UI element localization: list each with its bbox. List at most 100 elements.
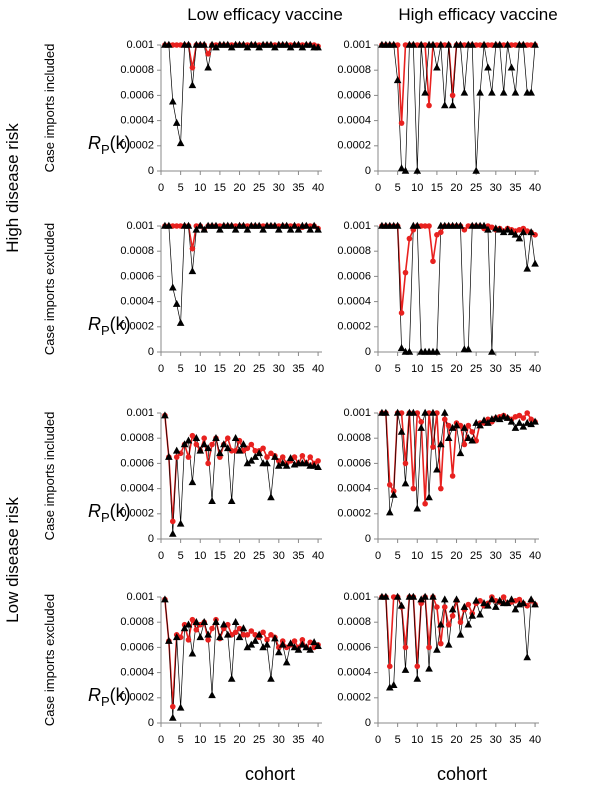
- triangle-marker: [200, 618, 208, 625]
- triangle-marker: [294, 225, 303, 233]
- triangle-marker: [294, 40, 303, 48]
- triangle-marker: [389, 681, 398, 688]
- triangle-marker: [200, 40, 208, 48]
- triangle-marker: [456, 449, 465, 457]
- triangle-marker: [235, 446, 244, 454]
- triangle-marker: [255, 221, 263, 229]
- triangle-marker: [511, 423, 520, 431]
- x-tick-label: 40: [312, 363, 324, 375]
- y-tick-label: 0.0006: [120, 270, 154, 282]
- triangle-marker: [239, 624, 248, 632]
- x-tick-label: 40: [529, 550, 541, 562]
- x-tick-label: 30: [273, 182, 285, 194]
- x-tick-label: 35: [509, 182, 521, 194]
- triangle-marker: [231, 225, 240, 233]
- triangle-marker: [180, 624, 189, 632]
- x-tick-label: 0: [375, 363, 381, 375]
- x-tick-label: 35: [292, 182, 304, 194]
- circle-marker: [449, 473, 456, 479]
- circle-marker: [260, 445, 266, 452]
- triangle-marker: [200, 225, 208, 233]
- triangle-marker: [444, 640, 453, 648]
- circle-marker: [189, 616, 196, 623]
- y-tick-label: 0.001: [343, 591, 371, 603]
- triangle-marker: [480, 40, 488, 48]
- x-tick-label: 20: [233, 182, 245, 194]
- y-tick-label: 0.0002: [337, 321, 371, 333]
- triangle-marker: [267, 674, 275, 682]
- circle-marker: [279, 454, 286, 460]
- x-tick-label: 25: [253, 550, 265, 562]
- x-tick-label: 5: [395, 550, 401, 562]
- triangle-marker: [223, 630, 232, 638]
- triangle-marker: [519, 599, 528, 607]
- triangle-marker: [235, 633, 244, 641]
- y-tick-label: 0.0006: [337, 270, 371, 282]
- row-title: High disease risk: [3, 123, 22, 253]
- triangle-marker: [401, 166, 410, 174]
- triangle-marker: [243, 225, 252, 233]
- circle-marker: [240, 632, 247, 638]
- triangle-marker: [184, 620, 193, 628]
- triangle-marker: [172, 299, 181, 307]
- triangle-marker: [425, 493, 433, 501]
- triangle-marker: [405, 347, 414, 355]
- panel-label: Case imports excluded: [42, 223, 57, 355]
- triangle-marker: [192, 618, 201, 625]
- triangle-marker: [488, 347, 496, 355]
- series-line: [164, 599, 319, 707]
- triangle-marker: [409, 408, 418, 416]
- x-tick-label: 25: [470, 734, 482, 746]
- triangle-marker: [437, 620, 445, 628]
- circle-marker: [422, 223, 428, 229]
- x-tick-label: 35: [509, 550, 521, 562]
- triangle-marker: [208, 497, 216, 504]
- triangle-marker: [314, 225, 322, 233]
- circle-marker: [232, 629, 239, 636]
- circle-marker: [402, 269, 409, 276]
- triangle-marker: [472, 596, 480, 604]
- triangle-marker: [306, 40, 315, 48]
- triangle-marker: [468, 611, 477, 619]
- series-line: [381, 225, 536, 314]
- circle-marker: [169, 518, 176, 525]
- x-tick-label: 10: [194, 734, 206, 746]
- x-tick-label: 35: [292, 734, 304, 746]
- triangle-marker: [511, 230, 520, 238]
- triangle-marker: [267, 493, 275, 501]
- x-tick-label: 35: [509, 734, 521, 746]
- triangle-marker: [290, 643, 299, 651]
- triangle-marker: [488, 595, 496, 603]
- y-tick-label: 0.0004: [337, 296, 371, 308]
- y-axis-label-main: R: [88, 501, 101, 521]
- circle-marker: [434, 604, 440, 610]
- triangle-marker: [480, 599, 488, 607]
- triangle-marker: [385, 508, 394, 516]
- triangle-marker: [460, 602, 469, 610]
- triangle-marker: [507, 595, 516, 603]
- circle-marker: [260, 629, 266, 636]
- x-tick-label: 20: [450, 182, 462, 194]
- triangle-marker: [216, 449, 224, 457]
- y-tick-label: 0.0004: [120, 115, 154, 127]
- y-tick-label: 0: [365, 165, 371, 177]
- triangle-marker: [282, 658, 291, 666]
- triangle-marker: [413, 674, 422, 682]
- triangle-marker: [527, 228, 535, 236]
- triangle-marker: [168, 97, 177, 105]
- triangle-marker: [172, 118, 181, 126]
- triangle-marker: [421, 592, 429, 600]
- triangle-marker: [397, 164, 406, 172]
- circle-marker: [386, 663, 393, 670]
- y-axis-label-sub: P: [101, 694, 110, 709]
- triangle-marker: [208, 40, 216, 48]
- triangle-marker: [223, 444, 232, 452]
- y-tick-label: 0.0006: [120, 641, 154, 653]
- y-tick-label: 0.0004: [337, 483, 371, 495]
- circle-marker: [461, 441, 468, 448]
- triangle-marker: [527, 595, 535, 603]
- circle-marker: [201, 435, 207, 442]
- triangle-marker: [216, 225, 224, 233]
- triangle-marker: [531, 40, 539, 48]
- circle-marker: [520, 415, 527, 421]
